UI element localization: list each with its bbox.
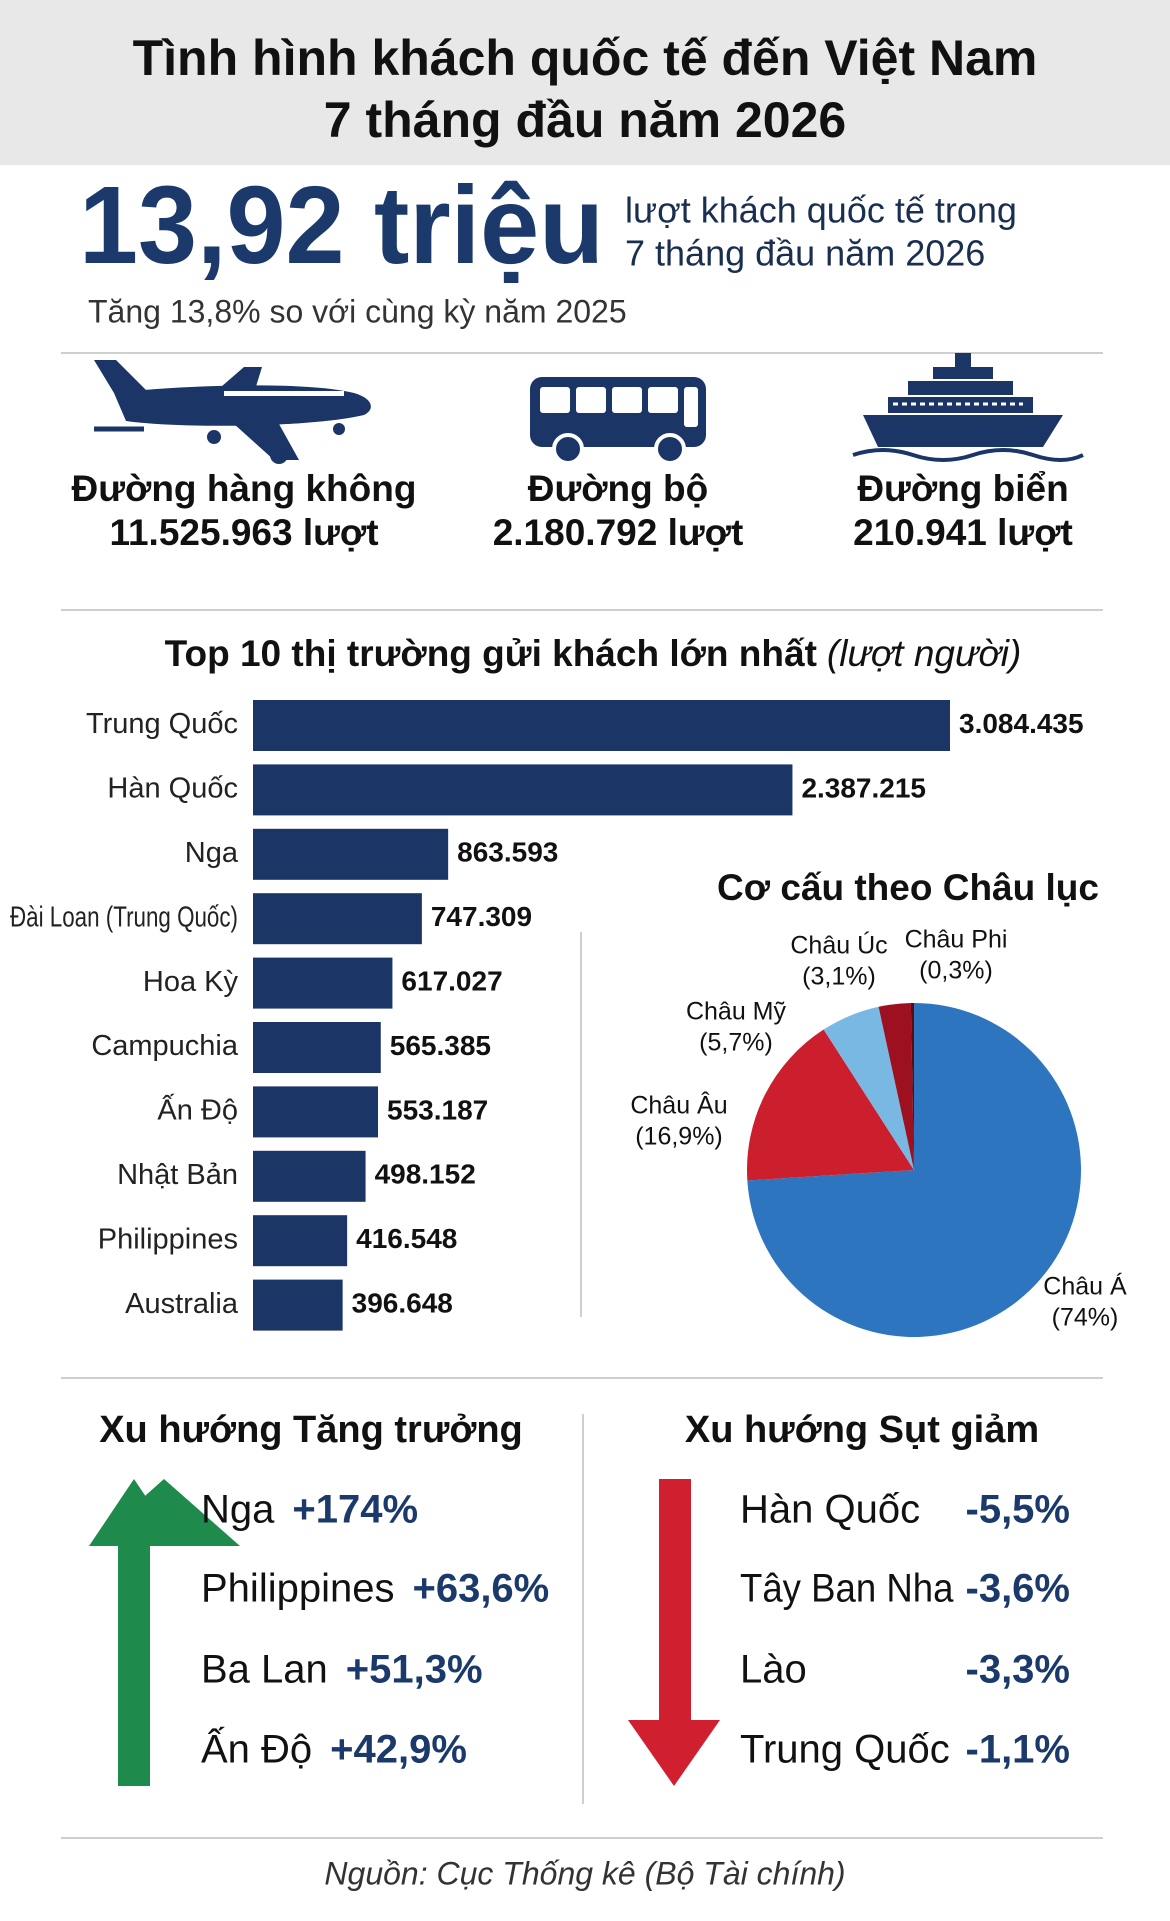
- transport-count: 11.525.963 lượt: [109, 512, 378, 553]
- pie-value-label: (5,7%): [699, 1029, 773, 1057]
- category-label: Nga: [185, 837, 239, 869]
- source: Nguồn: Cục Thống kê (Bộ Tài chính): [324, 1855, 845, 1891]
- category-label: Hoa Kỳ: [143, 966, 239, 998]
- chart-title: Top 10 thị trường gửi khách lớn nhất (lượ…: [165, 633, 1022, 674]
- trend-name: Nga: [201, 1488, 275, 1532]
- pie-label: Châu Úc: [790, 931, 887, 960]
- growth-arrow: [89, 1479, 240, 1786]
- pie-value-label: (74%): [1052, 1304, 1119, 1332]
- pie-label: Châu Mỹ: [686, 998, 787, 1026]
- title-line: Tình hình khách quốc tế đến Việt Nam: [133, 30, 1038, 86]
- bar: [253, 1279, 343, 1331]
- pie-slice: [747, 1029, 914, 1181]
- value-label: 863.593: [457, 837, 558, 868]
- trend-change: +174%: [292, 1488, 418, 1532]
- trend-change: -3,6%: [966, 1567, 1071, 1611]
- trend-name: Ba Lan: [201, 1648, 328, 1692]
- header-background: [0, 0, 1170, 165]
- value-label: 498.152: [375, 1159, 476, 1190]
- bar: [253, 828, 449, 880]
- pie-slice: [910, 1003, 914, 1170]
- bar: [253, 1215, 348, 1267]
- trend-change: -3,3%: [966, 1648, 1071, 1692]
- trend-change: +63,6%: [412, 1567, 549, 1611]
- title-line: 7 tháng đầu năm 2026: [324, 92, 846, 148]
- category-label: Trung Quốc: [86, 708, 238, 740]
- bar: [253, 957, 393, 1009]
- pie-slice: [823, 1006, 914, 1170]
- transport-mode: Đường biển: [857, 468, 1068, 509]
- chart-subtitle: (lượt người): [827, 633, 1021, 674]
- trend-change: -1,1%: [966, 1728, 1071, 1772]
- pie-value-label: (16,9%): [635, 1123, 723, 1151]
- bar: [253, 700, 950, 751]
- transport-mode: Đường bộ: [528, 468, 709, 509]
- headline-description: lượt khách quốc tế trong: [625, 190, 1017, 231]
- pie-label: Châu Âu: [630, 1091, 727, 1120]
- trend-name: Hàn Quốc: [740, 1488, 920, 1532]
- value-label: 3.084.435: [959, 708, 1084, 739]
- pie-label: Châu Phi: [905, 926, 1008, 954]
- value-label: 617.027: [401, 965, 502, 996]
- trend-name: Tây Ban Nha: [740, 1567, 954, 1611]
- plane-icon: [94, 360, 371, 464]
- category-label: Campuchia: [91, 1030, 239, 1062]
- trend-change: +51,3%: [346, 1648, 483, 1692]
- bar: [253, 893, 422, 945]
- bar: [253, 1150, 366, 1202]
- transport-count: 2.180.792 lượt: [493, 512, 744, 553]
- chart-title: Cơ cấu theo Châu lục: [717, 867, 1099, 908]
- bar: [253, 1086, 379, 1138]
- bar: [253, 764, 793, 816]
- value-label: 553.187: [387, 1094, 488, 1125]
- category-label: Đài Loan (Trung Quốc): [10, 901, 238, 933]
- chart-title-text: Top 10 thị trường gửi khách lớn nhất: [165, 633, 817, 674]
- trend-name: Trung Quốc: [740, 1728, 950, 1772]
- bus-icon: [530, 377, 706, 465]
- value-label: 396.648: [352, 1287, 453, 1318]
- trend-change: -5,5%: [966, 1488, 1071, 1532]
- pie-slice: [747, 1003, 1081, 1338]
- trend-change: +42,9%: [330, 1728, 467, 1772]
- pie-value-label: (0,3%): [919, 957, 993, 985]
- transport-mode: Đường hàng không: [72, 468, 417, 509]
- category-label: Ấn Độ: [157, 1093, 238, 1127]
- trend-title: Xu hướng Sụt giảm: [685, 1409, 1039, 1451]
- trend-title: Xu hướng Tăng trưởng: [99, 1409, 523, 1451]
- pie-label: Châu Á: [1043, 1272, 1127, 1301]
- category-label: Australia: [125, 1288, 239, 1320]
- growth-note: Tăng 13,8% so với cùng kỳ năm 2025: [88, 293, 627, 329]
- value-label: 416.548: [356, 1223, 457, 1254]
- ship-icon: [852, 353, 1084, 462]
- headline-description: 7 tháng đầu năm 2026: [625, 233, 985, 274]
- decline-arrow: [628, 1479, 720, 1786]
- value-label: 2.387.215: [801, 772, 926, 803]
- value-label: 565.385: [390, 1030, 491, 1061]
- bar: [253, 1022, 381, 1073]
- pie-value-label: (3,1%): [802, 963, 876, 991]
- transport-count: 210.941 lượt: [853, 512, 1073, 553]
- trend-name: Lào: [740, 1648, 807, 1692]
- trend-name: Ấn Độ: [201, 1726, 312, 1772]
- trend-name: Philippines: [201, 1567, 394, 1611]
- pie-slice: [878, 1003, 914, 1170]
- value-label: 747.309: [431, 901, 532, 932]
- category-label: Philippines: [98, 1223, 238, 1255]
- category-label: Nhật Bản: [117, 1159, 238, 1191]
- headline-value: 13,92 triệu: [79, 164, 604, 287]
- category-label: Hàn Quốc: [107, 773, 238, 805]
